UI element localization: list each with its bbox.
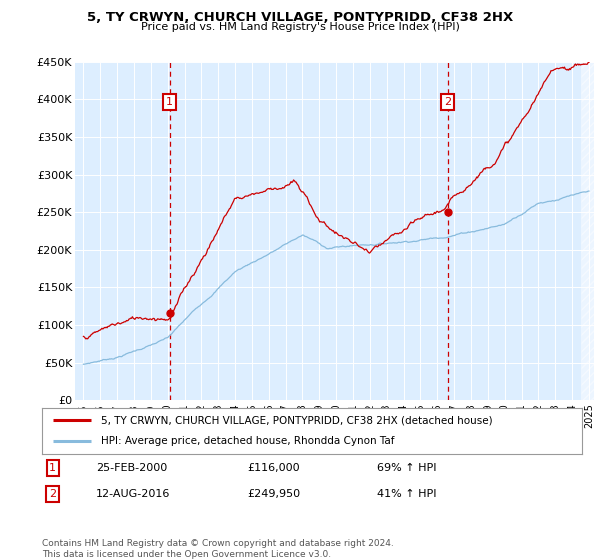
Text: 5, TY CRWYN, CHURCH VILLAGE, PONTYPRIDD, CF38 2HX: 5, TY CRWYN, CHURCH VILLAGE, PONTYPRIDD,… xyxy=(87,11,513,24)
Text: Price paid vs. HM Land Registry's House Price Index (HPI): Price paid vs. HM Land Registry's House … xyxy=(140,22,460,32)
Text: 69% ↑ HPI: 69% ↑ HPI xyxy=(377,463,436,473)
Text: 5, TY CRWYN, CHURCH VILLAGE, PONTYPRIDD, CF38 2HX (detached house): 5, TY CRWYN, CHURCH VILLAGE, PONTYPRIDD,… xyxy=(101,415,493,425)
Text: £116,000: £116,000 xyxy=(247,463,300,473)
Bar xyxy=(581,62,600,400)
Text: 41% ↑ HPI: 41% ↑ HPI xyxy=(377,489,436,499)
Text: 1: 1 xyxy=(49,463,56,473)
Text: £249,950: £249,950 xyxy=(247,489,301,499)
Text: 12-AUG-2016: 12-AUG-2016 xyxy=(96,489,170,499)
Text: 2: 2 xyxy=(444,97,451,108)
Text: HPI: Average price, detached house, Rhondda Cynon Taf: HPI: Average price, detached house, Rhon… xyxy=(101,436,395,446)
Text: 25-FEB-2000: 25-FEB-2000 xyxy=(96,463,167,473)
Text: Contains HM Land Registry data © Crown copyright and database right 2024.
This d: Contains HM Land Registry data © Crown c… xyxy=(42,539,394,559)
Text: 1: 1 xyxy=(166,97,173,108)
Text: 2: 2 xyxy=(49,489,56,499)
